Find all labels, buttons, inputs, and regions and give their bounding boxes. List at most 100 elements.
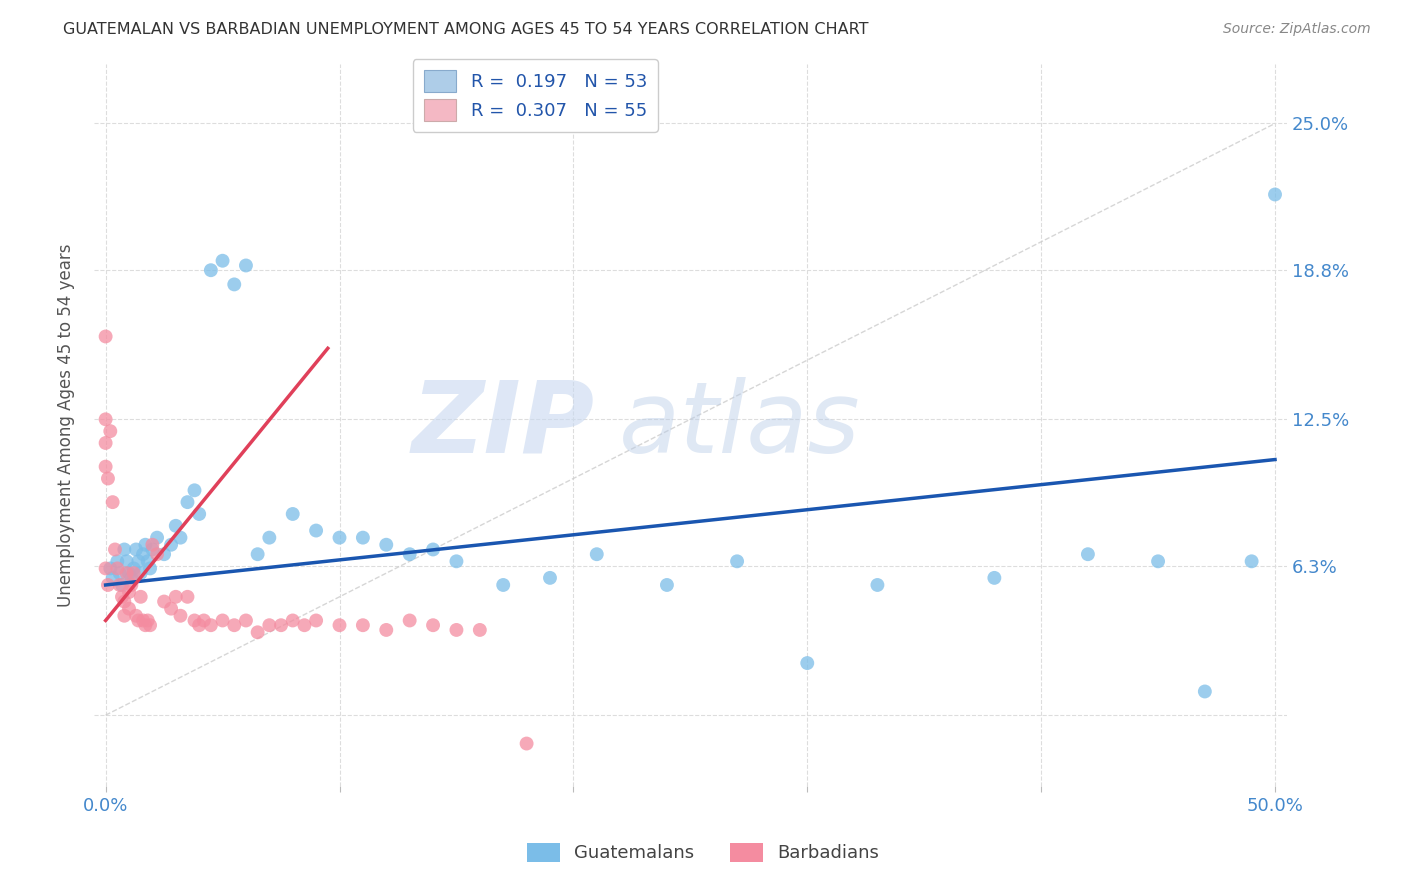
Point xyxy=(111,590,134,604)
Text: ZIP: ZIP xyxy=(412,376,595,474)
Point xyxy=(270,618,292,632)
Point xyxy=(398,547,420,561)
Point xyxy=(169,608,191,623)
Point xyxy=(200,618,222,632)
Legend: Guatemalans, Barbadians: Guatemalans, Barbadians xyxy=(520,836,886,870)
Point xyxy=(1264,187,1286,202)
Point xyxy=(132,614,155,628)
Point xyxy=(246,625,269,640)
Point xyxy=(796,656,818,670)
Point xyxy=(165,518,187,533)
Point xyxy=(422,542,444,557)
Point xyxy=(125,542,148,557)
Point xyxy=(129,566,152,581)
Point xyxy=(446,554,468,568)
Point xyxy=(98,561,121,575)
Point xyxy=(127,614,149,628)
Point xyxy=(146,547,169,561)
Point xyxy=(153,547,176,561)
Point xyxy=(211,614,233,628)
Point xyxy=(188,507,211,521)
Point xyxy=(585,547,607,561)
Point xyxy=(132,547,155,561)
Point xyxy=(120,578,142,592)
Point xyxy=(468,623,491,637)
Point xyxy=(118,566,141,581)
Point xyxy=(259,618,281,632)
Point xyxy=(328,618,350,632)
Point xyxy=(492,578,515,592)
Y-axis label: Unemployment Among Ages 45 to 54 years: Unemployment Among Ages 45 to 54 years xyxy=(58,244,75,607)
Point xyxy=(112,594,135,608)
Point xyxy=(169,531,191,545)
Point xyxy=(146,531,169,545)
Text: GUATEMALAN VS BARBADIAN UNEMPLOYMENT AMONG AGES 45 TO 54 YEARS CORRELATION CHART: GUATEMALAN VS BARBADIAN UNEMPLOYMENT AMO… xyxy=(63,22,869,37)
Point xyxy=(101,571,124,585)
Point xyxy=(134,538,156,552)
Point xyxy=(94,412,117,426)
Point xyxy=(655,578,678,592)
Point xyxy=(1240,554,1263,568)
Point xyxy=(129,590,152,604)
Point xyxy=(97,578,120,592)
Point xyxy=(94,561,117,575)
Point xyxy=(115,554,138,568)
Point xyxy=(183,614,205,628)
Point xyxy=(165,590,187,604)
Point xyxy=(1077,547,1099,561)
Point xyxy=(108,578,131,592)
Point xyxy=(1147,554,1170,568)
Point xyxy=(281,507,304,521)
Point xyxy=(141,542,163,557)
Point xyxy=(125,608,148,623)
Point xyxy=(193,614,215,628)
Point xyxy=(200,263,222,277)
Point xyxy=(160,601,183,615)
Point xyxy=(101,495,124,509)
Point xyxy=(127,554,149,568)
Point xyxy=(375,538,398,552)
Point xyxy=(118,585,141,599)
Point xyxy=(538,571,561,585)
Point xyxy=(983,571,1005,585)
Point xyxy=(136,614,159,628)
Point xyxy=(94,436,117,450)
Point xyxy=(112,608,135,623)
Point xyxy=(160,538,183,552)
Point xyxy=(118,601,141,615)
Point xyxy=(328,531,350,545)
Point xyxy=(725,554,748,568)
Point xyxy=(104,542,127,557)
Point xyxy=(352,531,374,545)
Point xyxy=(136,554,159,568)
Point xyxy=(97,471,120,485)
Point xyxy=(1194,684,1216,698)
Text: Source: ZipAtlas.com: Source: ZipAtlas.com xyxy=(1223,22,1371,37)
Point xyxy=(141,538,163,552)
Point xyxy=(375,623,398,637)
Point xyxy=(105,561,128,575)
Point xyxy=(294,618,316,632)
Point xyxy=(134,618,156,632)
Point xyxy=(108,566,131,581)
Point xyxy=(259,531,281,545)
Point xyxy=(188,618,211,632)
Point xyxy=(516,737,538,751)
Point xyxy=(176,590,198,604)
Point xyxy=(105,554,128,568)
Point xyxy=(305,524,328,538)
Point xyxy=(281,614,304,628)
Point xyxy=(446,623,468,637)
Point xyxy=(112,542,135,557)
Point xyxy=(211,253,233,268)
Point xyxy=(139,561,162,575)
Point xyxy=(153,594,176,608)
Point xyxy=(224,618,246,632)
Point xyxy=(866,578,889,592)
Point xyxy=(352,618,374,632)
Text: atlas: atlas xyxy=(619,376,860,474)
Point xyxy=(183,483,205,498)
Point xyxy=(122,566,145,581)
Point xyxy=(98,424,121,438)
Point xyxy=(139,618,162,632)
